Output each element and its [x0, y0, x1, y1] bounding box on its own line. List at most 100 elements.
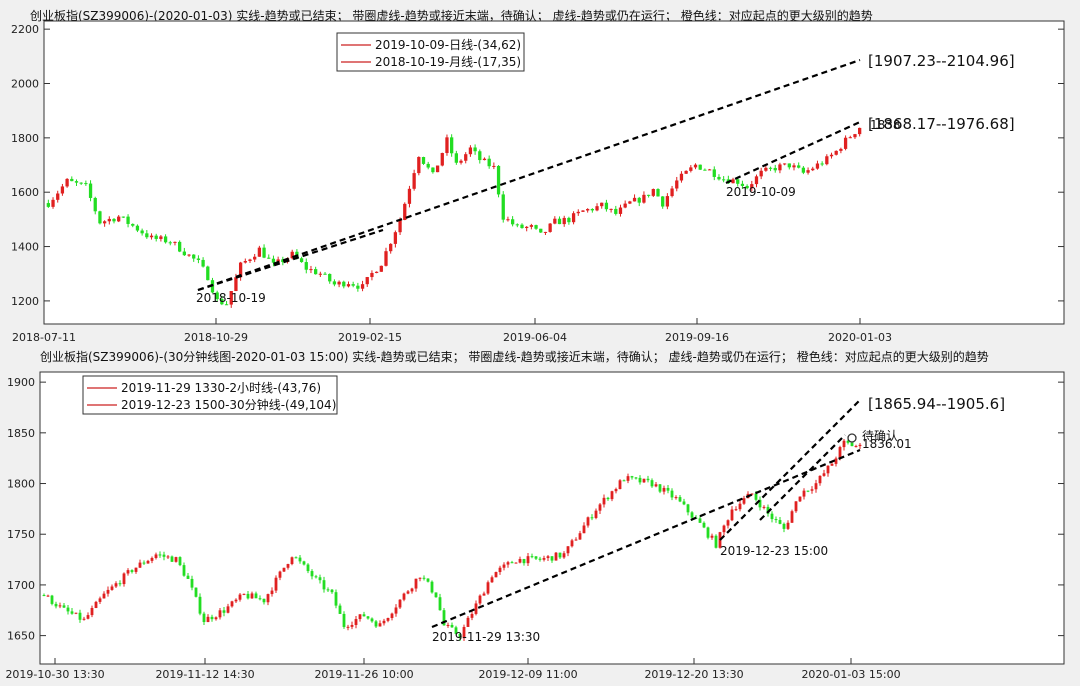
candle-body	[334, 592, 338, 606]
candle-body	[414, 578, 418, 589]
legend-entry: 2019-10-09-日线-(34,62)	[375, 38, 521, 52]
candle-body	[79, 182, 83, 184]
candle-body	[801, 167, 806, 173]
candle-body	[702, 522, 706, 528]
candle-body	[623, 203, 627, 208]
candle-body	[356, 285, 360, 289]
candle-body	[403, 203, 407, 220]
candle-body	[582, 525, 586, 534]
candle-body	[290, 557, 294, 565]
candle-body	[473, 147, 477, 152]
candle-body	[468, 147, 473, 155]
candle-body	[202, 613, 206, 623]
candle-body	[248, 259, 252, 262]
candle-body	[675, 180, 679, 189]
legend-entry: 2019-11-29 1330-2小时线-(43,76)	[121, 381, 321, 395]
y-tick-label: 1650	[7, 630, 35, 643]
candle-body	[606, 497, 610, 500]
chart-title: 创业板指(SZ399006)-(30分钟线图-2020-01-03 15:00)…	[40, 349, 989, 364]
candle-body	[731, 179, 735, 184]
candle-body	[854, 446, 858, 448]
candle-body	[600, 202, 604, 207]
candle-body	[286, 564, 290, 568]
candle-body	[266, 594, 270, 603]
candle-body	[514, 562, 518, 564]
candle-body	[806, 170, 810, 173]
candle-body	[553, 218, 557, 224]
candle-body	[194, 587, 198, 597]
candle-body	[318, 577, 322, 581]
candle-body	[726, 520, 730, 526]
candle-body	[782, 523, 786, 529]
candle-body	[515, 224, 519, 226]
candle-body	[628, 201, 632, 204]
candle-body	[578, 533, 582, 540]
candle-body	[107, 218, 111, 222]
candle-body	[630, 476, 634, 478]
candle-body	[342, 613, 346, 627]
candle-body	[834, 150, 838, 155]
candle-body	[482, 593, 486, 596]
y-tick-label: 2000	[11, 78, 39, 91]
x-tick-label: 2019-11-26 10:00	[314, 668, 413, 681]
candle-body	[522, 559, 526, 564]
candle-body	[192, 254, 196, 259]
candle-body	[842, 440, 846, 448]
candle-body	[674, 497, 678, 499]
candle-body	[342, 281, 346, 287]
candle-body	[658, 484, 662, 492]
candle-body	[774, 519, 778, 521]
candle-body	[126, 216, 130, 224]
candle-body	[398, 599, 402, 608]
candle-body	[758, 499, 762, 508]
candle-body	[614, 489, 618, 492]
trend-dashed-line	[719, 399, 861, 541]
candle-body	[661, 196, 665, 207]
y-tick-label: 1600	[11, 186, 39, 199]
candle-body	[140, 230, 144, 234]
annotation: 1838	[870, 118, 901, 132]
annotation: [1868.17--1976.68]	[868, 115, 1015, 133]
candle-body	[234, 599, 238, 602]
y-tick-label: 1750	[7, 528, 35, 541]
candle-body	[646, 478, 650, 481]
candle-body	[406, 591, 410, 594]
candle-body	[506, 219, 510, 221]
candle-body	[374, 271, 379, 273]
candle-body	[590, 209, 594, 211]
annotation: 2019-11-29 13:30	[432, 630, 540, 644]
candle-body	[602, 497, 606, 505]
candle-body	[393, 232, 398, 244]
candle-body	[442, 610, 446, 626]
candle-body	[346, 284, 351, 287]
candle-body	[567, 217, 571, 223]
candle-body	[358, 614, 362, 620]
x-tick-label: 2019-06-04	[503, 331, 567, 344]
candle-body	[370, 272, 374, 278]
candle-body	[810, 489, 814, 491]
candle-body	[246, 593, 250, 599]
candle-body	[766, 506, 770, 514]
candle-body	[637, 197, 641, 203]
candle-body	[839, 148, 843, 151]
candle-body	[314, 576, 318, 578]
candle-body	[426, 163, 430, 168]
candle-body	[798, 496, 802, 502]
candle-body	[526, 556, 530, 564]
candle-body	[362, 614, 366, 617]
candle-body	[548, 223, 552, 232]
candle-body	[70, 178, 74, 182]
candle-body	[717, 176, 721, 180]
candle-body	[326, 589, 330, 591]
candle-body	[440, 153, 444, 166]
candle-body	[710, 535, 714, 538]
candle-body	[792, 165, 796, 168]
candle-body	[382, 620, 386, 624]
candle-body	[187, 254, 191, 256]
candle-body	[186, 575, 190, 579]
candle-body	[654, 484, 658, 487]
candle-body	[834, 458, 838, 464]
candle-body	[310, 571, 314, 577]
candle-body	[656, 189, 660, 197]
